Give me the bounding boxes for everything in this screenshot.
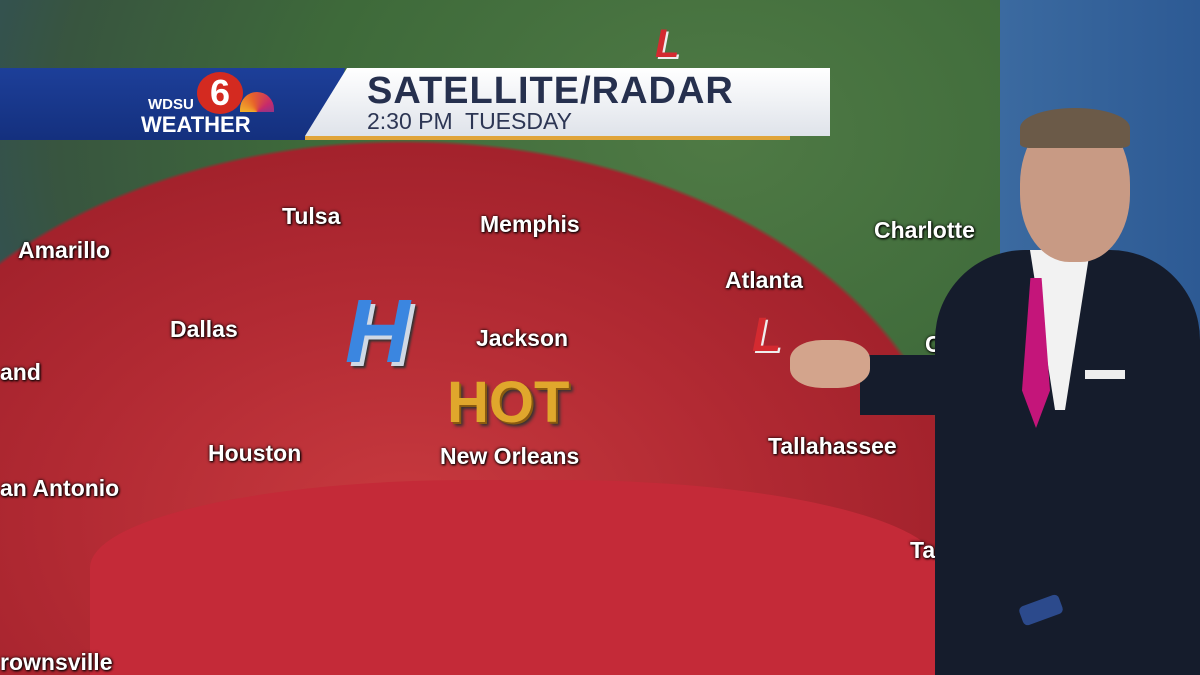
- city-label: Amarillo: [18, 237, 111, 263]
- low-pressure-marker: L: [655, 22, 680, 66]
- presenter-hair: [1020, 108, 1130, 148]
- accent-bar: [305, 136, 790, 140]
- lower-third-banner: 6 WDSU WEATHER SATELLITE/RADAR 2:30 PM T…: [0, 68, 830, 140]
- pocket-square: [1085, 370, 1125, 379]
- station-logo: 6 WDSU WEATHER: [0, 68, 345, 140]
- call-sign: WDSU: [148, 96, 194, 113]
- banner-subtitle: 2:30 PM TUESDAY: [367, 108, 572, 134]
- nbc-peacock-icon: [240, 92, 274, 112]
- banner-title: SATELLITE/RADAR: [367, 70, 734, 112]
- city-label: Charlotte: [874, 217, 975, 243]
- city-label: Tulsa: [282, 203, 341, 229]
- city-label: New Orleans: [440, 443, 580, 469]
- low-pressure-marker: L: [752, 309, 782, 362]
- city-label: Tallahassee: [768, 433, 897, 459]
- city-label: Atlanta: [725, 267, 803, 293]
- city-label: an Antonio: [0, 475, 120, 501]
- gulf-of-mexico: [90, 480, 940, 675]
- city-label: and: [0, 359, 41, 385]
- presenter-hand: [790, 340, 870, 388]
- city-label: Memphis: [480, 211, 580, 237]
- title-panel: [305, 68, 830, 136]
- logo-weather-text: WEATHER: [141, 112, 251, 137]
- city-label: rownsville: [0, 649, 113, 675]
- city-label: Jackson: [476, 325, 569, 351]
- high-pressure-marker: H: [345, 282, 410, 382]
- channel-number: 6: [197, 72, 243, 114]
- hot-callout: HOT: [447, 370, 570, 435]
- city-label: Houston: [208, 440, 302, 466]
- city-label: Dallas: [170, 316, 238, 342]
